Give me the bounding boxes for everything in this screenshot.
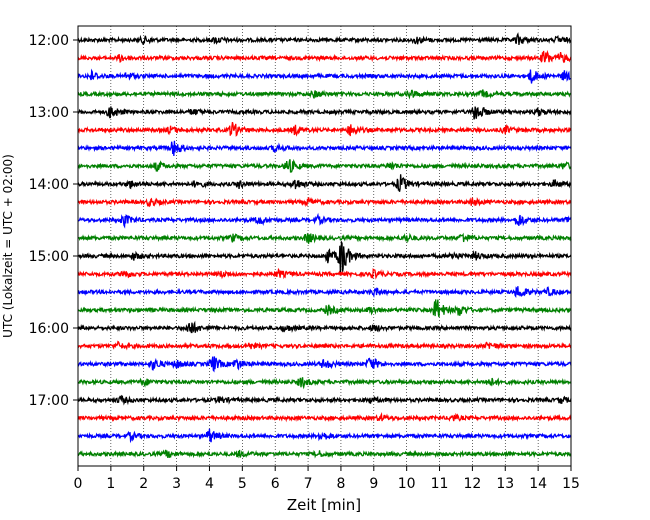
trace-1615 <box>77 340 572 351</box>
trace-1600 <box>77 320 572 334</box>
x-tick-label: 7 <box>304 476 313 492</box>
x-tick-label: 3 <box>172 476 181 492</box>
x-tick-label: 4 <box>205 476 214 492</box>
trace-1630 <box>77 356 572 373</box>
trace-1415 <box>77 196 572 208</box>
plot-frame <box>77 25 572 467</box>
x-ticks: 0 1 2 3 4 5 6 7 8 9 10 11 12 13 14 15 <box>74 466 580 492</box>
y-tick-label: 17:00 <box>29 393 69 409</box>
y-tick-label: 14:00 <box>29 177 69 193</box>
x-tick-label: 11 <box>431 476 449 492</box>
x-tick-label: 0 <box>74 476 83 492</box>
trace-1545 <box>77 299 572 318</box>
y-tick-label: 16:00 <box>29 321 69 337</box>
y-axis-label: UTC (Lokalzeit = UTC + 02:00) <box>1 154 15 338</box>
trace-1700 <box>77 394 572 406</box>
x-tick-label: 9 <box>369 476 378 492</box>
trace-1330 <box>77 140 572 157</box>
x-tick-label: 2 <box>139 476 148 492</box>
x-tick-label: 13 <box>496 476 514 492</box>
x-tick-label: 12 <box>463 476 481 492</box>
trace-1215 <box>77 49 572 64</box>
trace-1500 <box>77 240 572 276</box>
x-tick-label: 8 <box>336 476 345 492</box>
y-tick-label: 12:00 <box>29 33 69 49</box>
y-tick-label: 15:00 <box>29 249 69 265</box>
x-tick-label: 1 <box>106 476 115 492</box>
trace-1400 <box>77 174 572 192</box>
trace-1730 <box>77 428 572 444</box>
trace-1200 <box>77 32 572 46</box>
trace-1315 <box>77 121 572 137</box>
trace-1515 <box>77 267 572 280</box>
trace-1745 <box>77 449 572 459</box>
trace-1715 <box>77 411 572 423</box>
grid-lines <box>110 26 539 466</box>
x-tick-label: 6 <box>271 476 280 492</box>
trace-1345 <box>77 158 572 173</box>
x-tick-label: 14 <box>529 476 547 492</box>
trace-1300 <box>77 106 572 120</box>
x-tick-label: 15 <box>562 476 580 492</box>
x-tick-label: 10 <box>398 476 416 492</box>
plot-background <box>78 26 571 466</box>
trace-1530 <box>77 286 572 299</box>
y-tick-label: 13:00 <box>29 105 69 121</box>
trace-1245 <box>77 89 572 100</box>
trace-1445 <box>77 232 572 244</box>
y-ticks: 12:00 13:00 14:00 15:00 16:00 17:00 <box>29 33 78 409</box>
traces <box>77 32 572 459</box>
trace-1645 <box>77 377 572 390</box>
trace-1230 <box>77 68 572 84</box>
trace-1430 <box>77 212 572 229</box>
x-tick-label: 5 <box>238 476 247 492</box>
x-axis-label: Zeit [min] <box>287 496 361 514</box>
